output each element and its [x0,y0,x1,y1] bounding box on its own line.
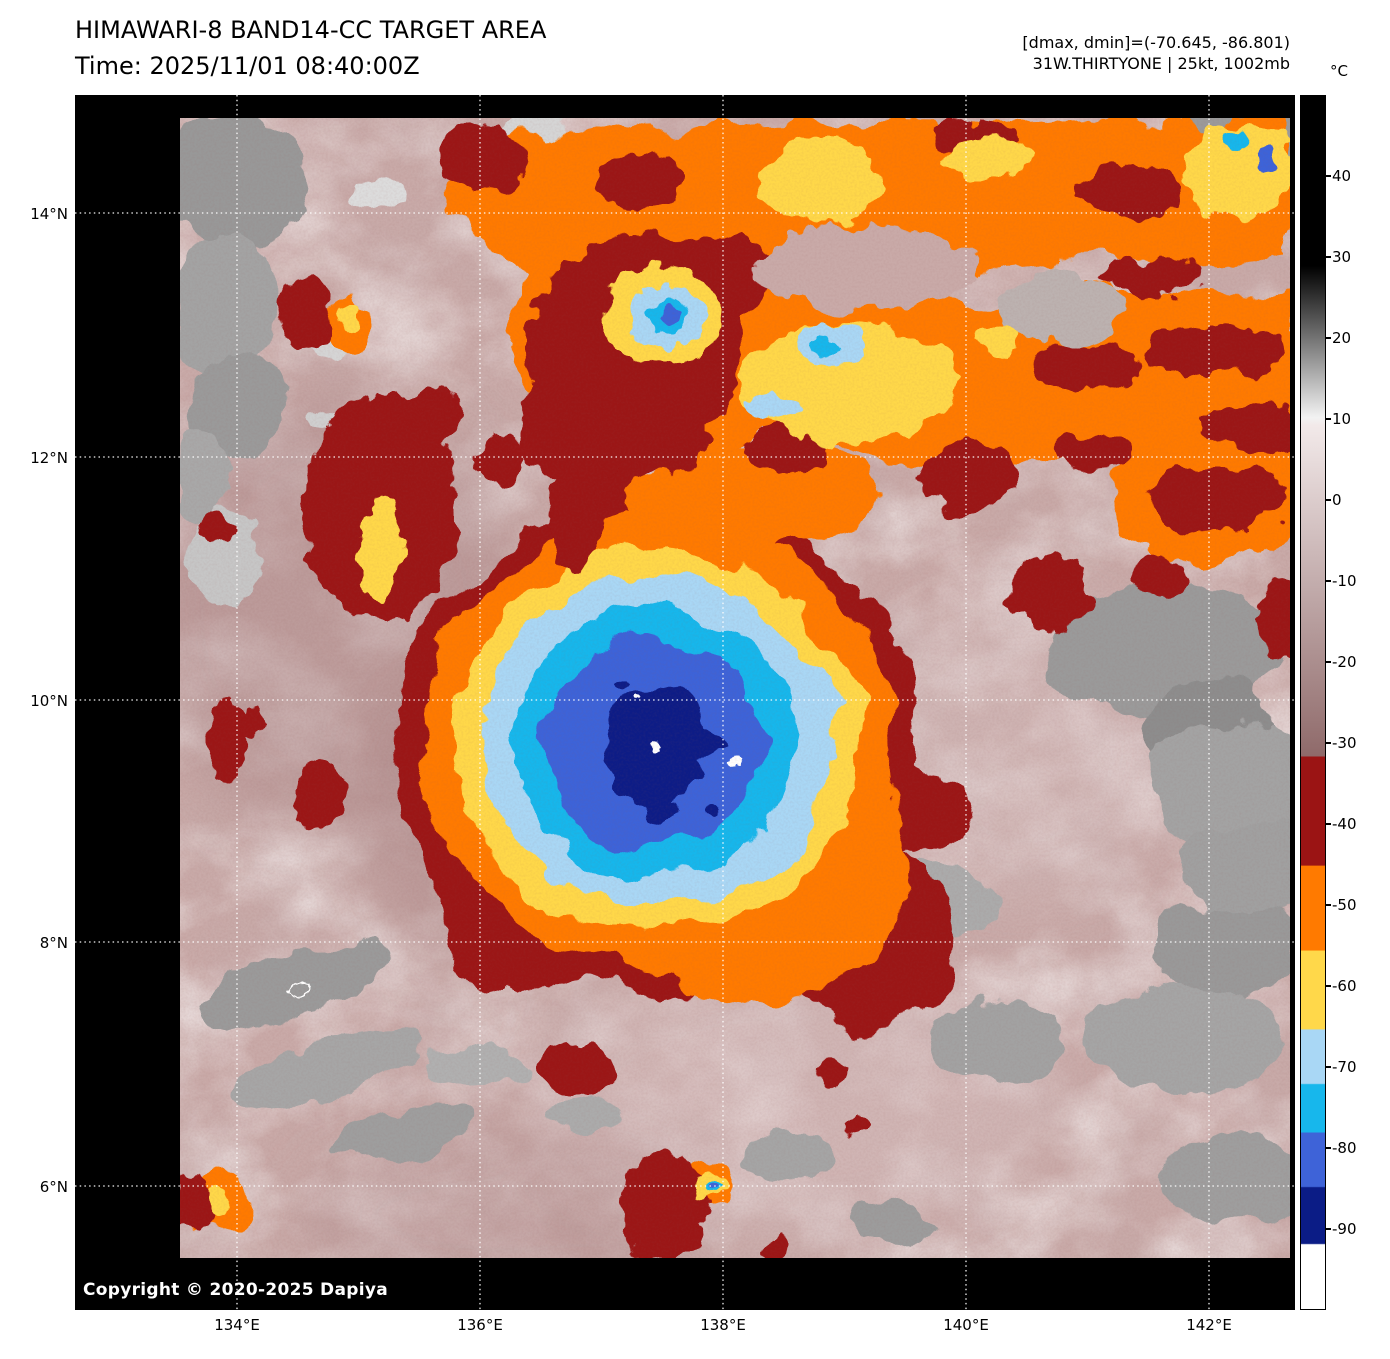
colorbar-tick-label: 40 [1332,167,1352,185]
colorbar-tick-label: -60 [1332,977,1357,995]
satellite-plot: Copyright © 2020-2025 Dapiya [75,95,1295,1310]
colorbar-tick-label: -10 [1332,572,1357,590]
colorbar-tick [1326,661,1331,663]
colorbar-tick [1326,823,1331,825]
colorbar-tick-label: -20 [1332,653,1357,671]
lat-tick-label: 10°N [30,692,68,710]
lat-tick-label: 6°N [39,1178,68,1196]
lat-tick-label: 8°N [39,934,68,952]
colorbar-tick-label: -40 [1332,815,1357,833]
grid-lines [75,95,1295,1310]
colorbar-gradient [1300,95,1326,1310]
colorbar-tick [1326,499,1331,501]
lon-tick-label: 134°E [214,1316,260,1334]
lon-tick-label: 138°E [700,1316,746,1334]
colorbar-unit-label: °C [1330,62,1348,80]
page-title: HIMAWARI-8 BAND14-CC TARGET AREA [75,16,547,44]
satellite-scene [180,118,1290,1258]
colorbar-tick [1326,985,1331,987]
copyright-text: Copyright © 2020-2025 Dapiya [83,1280,388,1300]
header: HIMAWARI-8 BAND14-CC TARGET AREA Time: 2… [75,12,546,84]
colorbar: 40 30 20 10 0 -10 -20 -30 -40 -50 -60 -7… [1300,95,1390,1310]
colorbar-tick [1326,580,1331,582]
colorbar-tick-label: -50 [1332,896,1357,914]
colorbar-tick [1326,1228,1331,1230]
colorbar-tick-label: -70 [1332,1058,1357,1076]
colorbar-tick-label: 10 [1332,410,1352,428]
lon-tick-label: 136°E [457,1316,503,1334]
lat-tick-label: 12°N [30,449,68,467]
colorbar-tick-label: -80 [1332,1139,1357,1157]
colorbar-tick-label: -90 [1332,1220,1357,1238]
colorbar-tick [1326,1147,1331,1149]
lon-tick-label: 140°E [943,1316,989,1334]
colorbar-tick-label: 20 [1332,329,1352,347]
colorbar-tick [1326,256,1331,258]
storm-readout: 31W.THIRTYONE | 25kt, 1002mb [1032,54,1290,73]
lat-tick-label: 14°N [30,205,68,223]
colorbar-tick [1326,337,1331,339]
lon-tick-label: 142°E [1186,1316,1232,1334]
meta-info: [dmax, dmin]=(-70.645, -86.801) 31W.THIR… [1022,32,1290,74]
colorbar-tick [1326,418,1331,420]
colorbar-tick [1326,742,1331,744]
colorbar-tick-label: 0 [1332,491,1342,509]
dmax-dmin-readout: [dmax, dmin]=(-70.645, -86.801) [1022,33,1290,52]
colorbar-tick [1326,1066,1331,1068]
colorbar-tick [1326,904,1331,906]
colorbar-tick [1326,175,1331,177]
colorbar-tick-label: 30 [1332,248,1352,266]
timestamp: Time: 2025/11/01 08:40:00Z [75,52,420,80]
satellite-image [75,95,1295,1310]
colorbar-tick-label: -30 [1332,734,1357,752]
